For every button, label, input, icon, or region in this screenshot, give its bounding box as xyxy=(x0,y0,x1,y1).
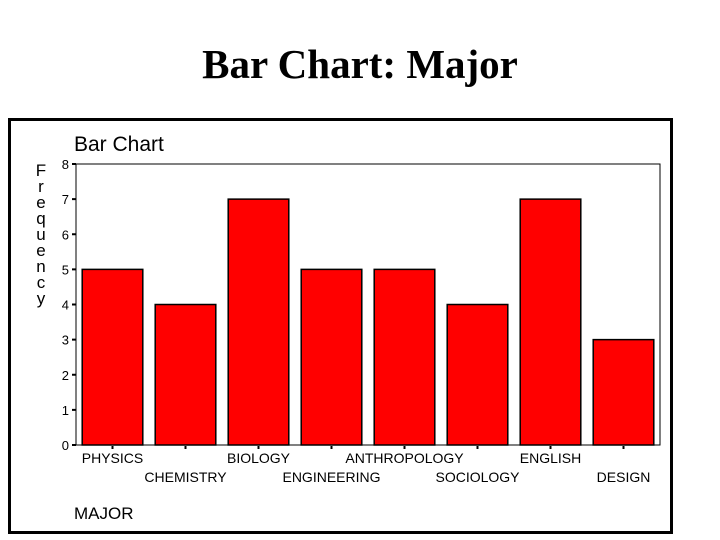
y-tick-label: 1 xyxy=(62,403,69,418)
x-tick-label: ANTHROPOLOGY xyxy=(345,450,464,466)
bar-english xyxy=(519,198,582,446)
y-axis-ticks: 0 1 2 3 4 5 6 7 8 xyxy=(62,157,76,453)
x-tick-label: CHEMISTRY xyxy=(144,469,227,485)
bar-physics xyxy=(81,268,144,446)
x-tick-label: PHYSICS xyxy=(82,450,143,466)
x-axis-label: MAJOR xyxy=(74,504,134,523)
bar-engineering xyxy=(300,268,363,446)
bar-biology xyxy=(227,198,290,446)
x-tick-label: ENGLISH xyxy=(520,450,581,466)
y-tick-label: 2 xyxy=(62,368,69,383)
slide-title: Bar Chart: Major xyxy=(202,41,518,87)
y-tick-label: 8 xyxy=(62,157,69,172)
x-tick-label: SOCIOLOGY xyxy=(435,469,520,485)
bar-sociology xyxy=(446,303,509,446)
y-tick-label: 7 xyxy=(62,192,69,207)
bar-anthropology xyxy=(373,268,436,446)
y-tick-label: 6 xyxy=(62,227,69,242)
x-tick-label: ENGINEERING xyxy=(282,469,380,485)
x-tick-label: DESIGN xyxy=(597,469,651,485)
y-tick-label: 5 xyxy=(62,262,69,277)
y-tick-label: 3 xyxy=(62,333,69,348)
bar-design xyxy=(592,338,655,446)
x-tick-label: BIOLOGY xyxy=(227,450,291,466)
bars xyxy=(81,198,655,446)
y-tick-label: 0 xyxy=(62,438,69,453)
bar-chemistry xyxy=(154,303,217,446)
y-tick-label: 4 xyxy=(62,298,69,313)
chart-title: Bar Chart xyxy=(74,133,164,156)
